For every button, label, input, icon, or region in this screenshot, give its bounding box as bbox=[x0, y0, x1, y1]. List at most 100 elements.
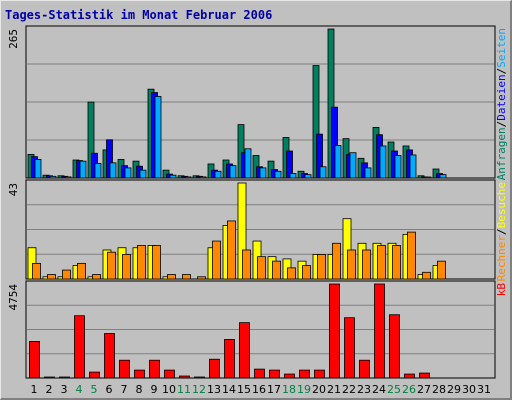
bar-kb-day-24 bbox=[374, 283, 385, 379]
bar-kb-day-3 bbox=[59, 376, 70, 379]
bar-kb-day-21 bbox=[329, 283, 340, 379]
bar-rechner-day-15 bbox=[242, 249, 251, 280]
bar-rechner-day-26 bbox=[407, 231, 416, 280]
bar-seiten-day-20 bbox=[319, 166, 327, 179]
bar-kb-day-12 bbox=[194, 376, 205, 379]
panel-2-series-label: Rechner/Besuche bbox=[495, 182, 508, 281]
day-label-14: 14 bbox=[222, 383, 236, 396]
bar-seiten-day-26 bbox=[409, 154, 417, 179]
bar-kb-day-26 bbox=[404, 373, 415, 379]
bar-anfragen-day-21 bbox=[327, 28, 335, 179]
day-label-2: 2 bbox=[46, 383, 53, 396]
day-label-24: 24 bbox=[372, 383, 386, 396]
bar-rechner-day-4 bbox=[77, 262, 86, 280]
bar-kb-day-4 bbox=[74, 315, 85, 379]
bar-seiten-day-23 bbox=[364, 167, 372, 179]
bar-kb-day-6 bbox=[104, 333, 115, 379]
day-label-17: 17 bbox=[267, 383, 281, 396]
bar-kb-day-14 bbox=[224, 339, 235, 379]
bar-seiten-day-2 bbox=[49, 175, 57, 179]
chart-title: Tages-Statistik im Monat Februar 2006 bbox=[5, 8, 273, 22]
panel-1-max-label: 265 bbox=[7, 29, 20, 49]
bar-rechner-day-1 bbox=[32, 262, 41, 280]
bar-rechner-day-16 bbox=[257, 256, 266, 280]
bar-rechner-day-12 bbox=[197, 276, 206, 280]
panel-1-series-label: Anfragen/Dateien/Seiten bbox=[495, 28, 508, 180]
bar-rechner-day-25 bbox=[392, 245, 401, 280]
bar-seiten-day-22 bbox=[349, 152, 357, 179]
bar-seiten-day-1 bbox=[34, 159, 42, 179]
bar-seiten-day-4 bbox=[79, 160, 87, 179]
series-label-part: / bbox=[495, 68, 508, 75]
day-label-31: 31 bbox=[477, 383, 491, 396]
bar-rechner-day-2 bbox=[47, 274, 56, 280]
panel-2-max-label: 43 bbox=[7, 183, 20, 196]
bar-dateien-day-6 bbox=[106, 139, 113, 179]
day-label-26: 26 bbox=[402, 383, 416, 396]
panel-3-max-label: 4754 bbox=[7, 284, 20, 311]
bar-seiten-day-11 bbox=[184, 176, 192, 179]
day-label-9: 9 bbox=[151, 383, 158, 396]
day-label-6: 6 bbox=[106, 383, 113, 396]
day-label-7: 7 bbox=[121, 383, 128, 396]
bar-rechner-day-9 bbox=[152, 245, 161, 280]
bar-kb-day-13 bbox=[209, 358, 220, 379]
bar-kb-day-1 bbox=[29, 341, 40, 379]
bar-kb-day-18 bbox=[284, 373, 295, 379]
bar-kb-day-15 bbox=[239, 322, 250, 379]
bar-rechner-day-3 bbox=[62, 269, 71, 280]
bar-seiten-day-13 bbox=[214, 170, 222, 179]
bar-rechner-day-27 bbox=[422, 271, 431, 280]
day-label-5: 5 bbox=[91, 383, 98, 396]
day-label-28: 28 bbox=[432, 383, 446, 396]
bar-dateien-day-20 bbox=[316, 133, 323, 179]
bar-seiten-day-28 bbox=[439, 174, 447, 179]
bar-rechner-day-8 bbox=[137, 245, 146, 280]
bar-besuche-day-15 bbox=[237, 182, 247, 280]
bar-kb-day-22 bbox=[344, 317, 355, 379]
bar-kb-day-2 bbox=[44, 376, 55, 379]
bar-seiten-day-17 bbox=[274, 170, 282, 179]
bar-seiten-day-16 bbox=[259, 167, 267, 179]
day-label-19: 19 bbox=[297, 383, 311, 396]
bar-seiten-day-5 bbox=[94, 162, 102, 179]
bar-rechner-day-19 bbox=[302, 265, 311, 280]
bar-dateien-day-21 bbox=[331, 106, 338, 179]
bar-seiten-day-9 bbox=[154, 96, 162, 179]
bar-seiten-day-14 bbox=[229, 165, 237, 179]
bar-seiten-day-3 bbox=[64, 176, 72, 179]
bar-kb-day-16 bbox=[254, 368, 265, 379]
day-label-4: 4 bbox=[76, 383, 83, 396]
bar-kb-day-9 bbox=[149, 359, 160, 379]
bar-kb-day-7 bbox=[119, 359, 130, 379]
bar-anfragen-day-20 bbox=[312, 65, 320, 179]
day-label-8: 8 bbox=[136, 383, 143, 396]
series-label-part: / bbox=[495, 121, 508, 128]
series-label-part: Dateien bbox=[495, 74, 508, 120]
bar-rechner-day-13 bbox=[212, 240, 221, 280]
series-label-part: Anfragen bbox=[495, 127, 508, 180]
bar-rechner-day-14 bbox=[227, 220, 236, 280]
day-label-1: 1 bbox=[31, 383, 38, 396]
series-label-part: Rechner bbox=[495, 235, 508, 282]
bar-kb-day-25 bbox=[389, 314, 400, 379]
bar-rechner-day-22 bbox=[347, 249, 356, 280]
bar-seiten-day-7 bbox=[124, 167, 132, 179]
series-label-part: kB bbox=[495, 283, 508, 297]
day-label-27: 27 bbox=[417, 383, 431, 396]
day-label-21: 21 bbox=[327, 383, 341, 396]
bar-rechner-day-10 bbox=[167, 274, 176, 280]
bar-rechner-day-21 bbox=[332, 242, 341, 280]
bar-rechner-day-6 bbox=[107, 251, 116, 280]
bar-rechner-day-24 bbox=[377, 245, 386, 280]
bar-seiten-day-21 bbox=[334, 144, 342, 179]
day-label-16: 16 bbox=[252, 383, 266, 396]
bar-seiten-day-12 bbox=[199, 176, 207, 179]
day-label-20: 20 bbox=[312, 383, 326, 396]
bar-anfragen-day-5 bbox=[87, 101, 95, 179]
bar-rechner-day-5 bbox=[92, 274, 101, 280]
day-label-22: 22 bbox=[342, 383, 356, 396]
day-label-12: 12 bbox=[192, 383, 206, 396]
bar-seiten-day-24 bbox=[379, 145, 387, 179]
